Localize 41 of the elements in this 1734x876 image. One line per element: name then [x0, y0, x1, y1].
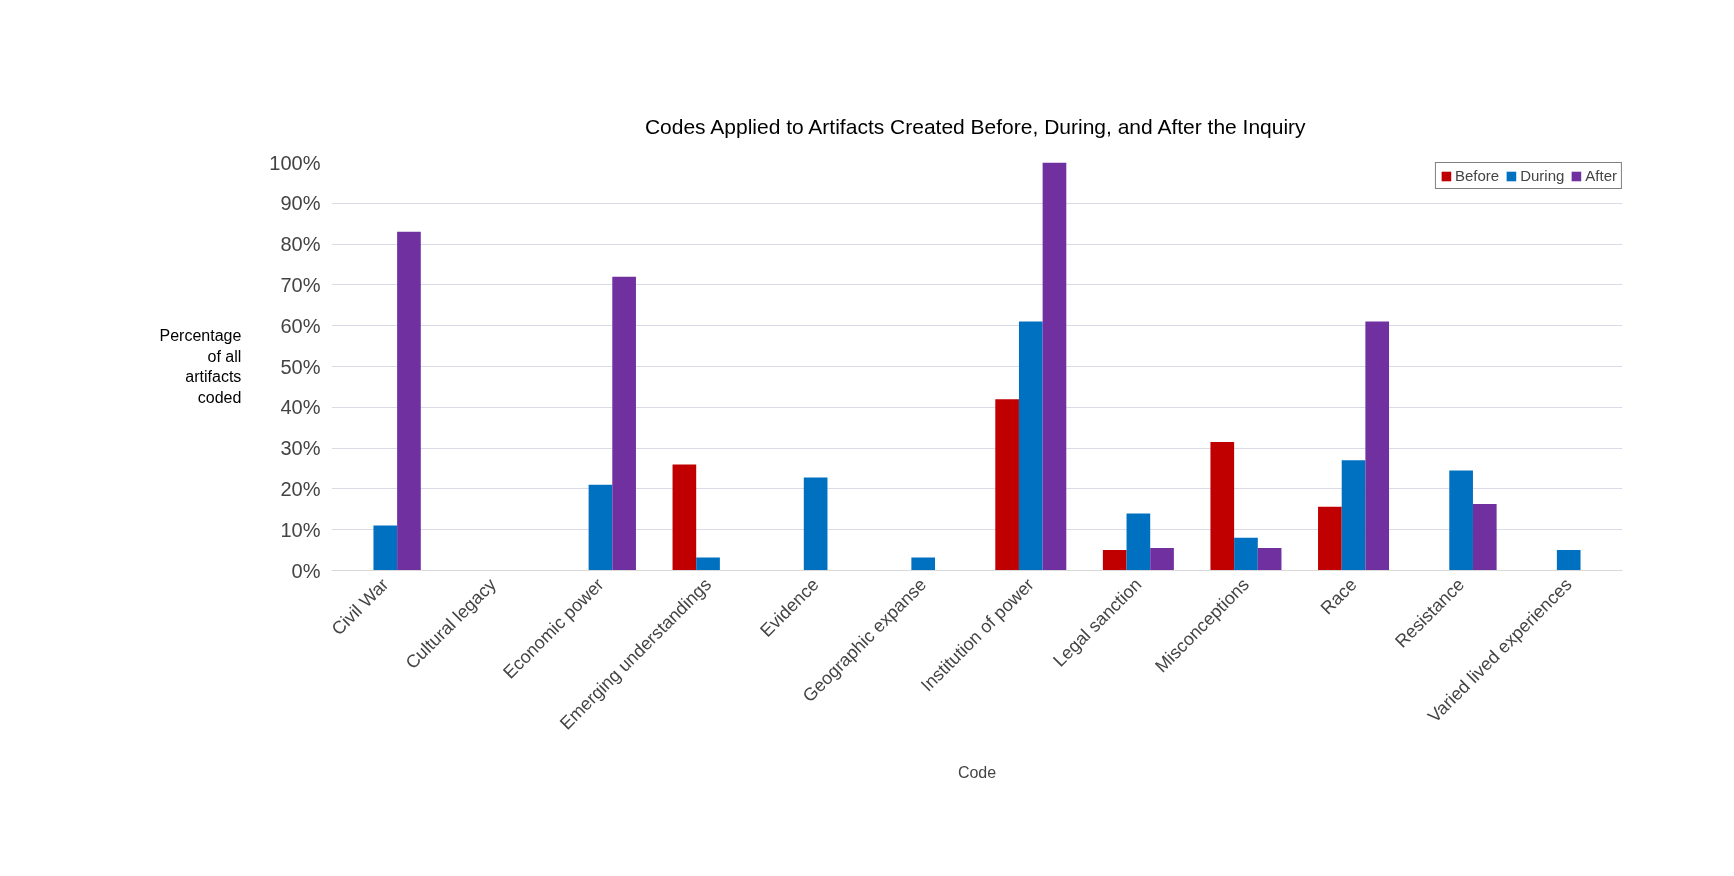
y-tick-label: 100% — [269, 151, 321, 174]
bar — [1257, 548, 1282, 571]
y-tick-label: 80% — [280, 233, 321, 256]
bar — [1150, 548, 1174, 571]
legend-label: After — [1585, 167, 1617, 184]
bar — [397, 231, 421, 571]
bar — [672, 464, 697, 571]
y-tick-label: 40% — [280, 396, 321, 419]
x-tick-label: Civil War — [327, 574, 393, 639]
bar — [696, 557, 720, 571]
bar — [1018, 321, 1043, 571]
bar — [612, 276, 636, 571]
bar — [1556, 550, 1581, 571]
bar — [1318, 506, 1342, 571]
bar — [1449, 470, 1473, 571]
y-tick-label: 60% — [280, 314, 321, 337]
bar — [911, 557, 936, 571]
y-tick-label: 90% — [280, 192, 321, 215]
y-tick-label: 50% — [280, 355, 321, 378]
y-tick-label: 20% — [280, 477, 321, 500]
bar — [1365, 321, 1390, 571]
chart-title: Codes Applied to Artifacts Created Before, During, and After the Inquiry — [644, 114, 1307, 138]
y-axis-title: Percentage of all artifacts coded — [159, 327, 242, 406]
bar — [995, 399, 1019, 571]
bar — [588, 484, 613, 571]
bar — [1126, 513, 1151, 571]
bar — [803, 477, 828, 571]
bar — [1472, 504, 1497, 571]
legend-label: During — [1520, 167, 1565, 184]
y-tick-label: 0% — [291, 559, 321, 582]
y-tick-label: 70% — [280, 273, 321, 296]
bar — [373, 525, 398, 571]
bar — [1102, 550, 1127, 571]
y-tick-label: 10% — [280, 518, 321, 541]
bar — [1210, 441, 1235, 571]
bar — [1042, 162, 1067, 571]
x-axis-title: Code — [957, 763, 997, 781]
bar — [1341, 460, 1366, 571]
y-tick-label: 30% — [280, 437, 321, 460]
bar — [1234, 537, 1258, 571]
legend-label: Before — [1454, 167, 1500, 184]
